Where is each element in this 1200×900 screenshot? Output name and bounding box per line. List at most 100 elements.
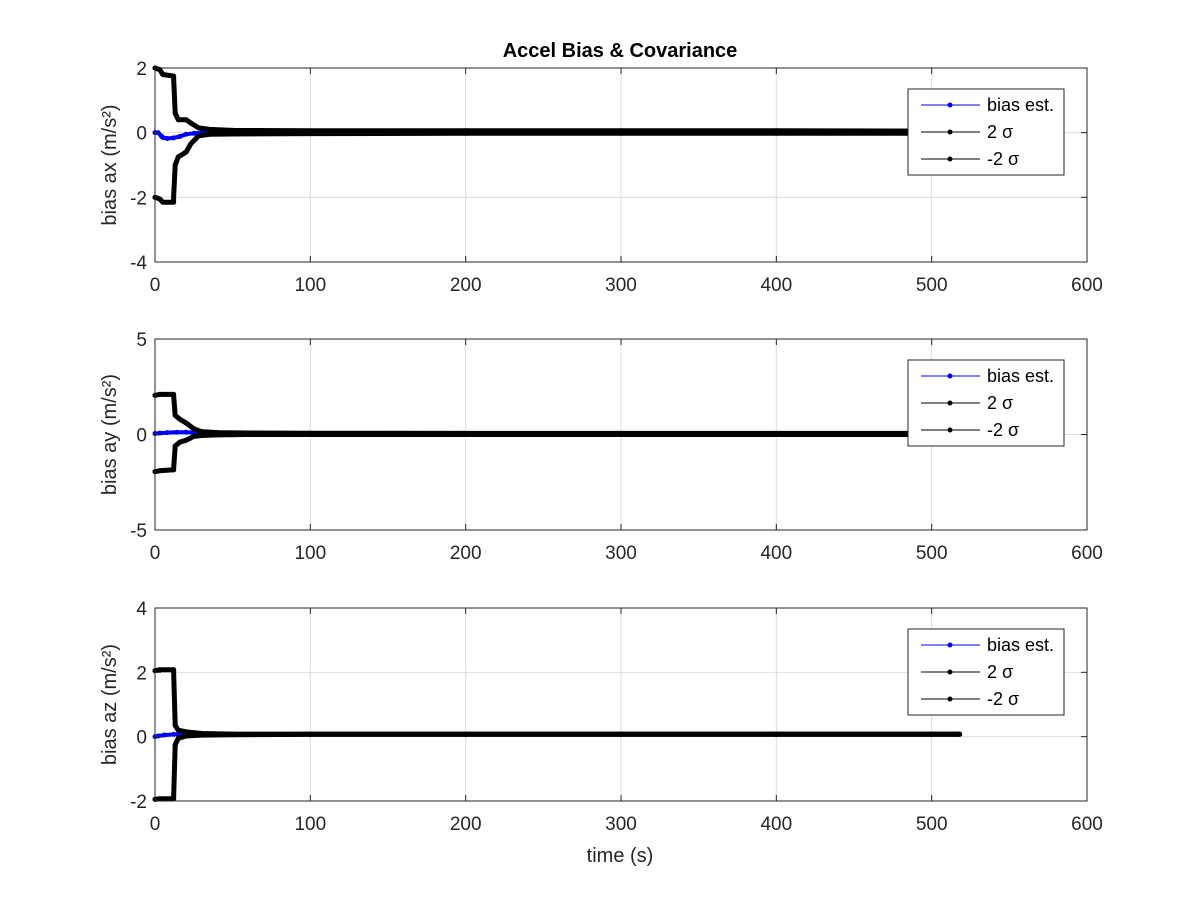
legend-label: -2 σ (987, 420, 1019, 440)
x-tick-label: 100 (294, 814, 326, 835)
x-tick-label: 200 (450, 275, 482, 296)
x-tick-label: 0 (150, 275, 161, 296)
data-point (206, 131, 212, 137)
legend-label: -2 σ (987, 149, 1019, 169)
data-point (957, 731, 963, 737)
data-point (618, 432, 624, 437)
x-tick-label: 400 (760, 543, 792, 564)
data-point (773, 731, 779, 737)
data-point (199, 732, 205, 738)
x-tick-label: 100 (294, 543, 326, 564)
data-point (463, 130, 469, 136)
data-point (157, 796, 163, 802)
y-tick-label: 4 (136, 599, 147, 620)
data-point (172, 742, 178, 748)
data-point (195, 125, 201, 131)
legend-label: bias est. (987, 95, 1054, 115)
data-point (161, 732, 167, 738)
data-point (773, 130, 779, 136)
x-tick-label: 500 (916, 814, 948, 835)
data-point (171, 668, 177, 674)
legend-marker (947, 642, 953, 648)
y-tick-label: 0 (136, 124, 147, 145)
data-point (618, 731, 624, 737)
data-point (188, 120, 194, 126)
data-point (183, 437, 189, 443)
data-point (160, 135, 166, 141)
x-tick-label: 200 (450, 814, 482, 835)
data-point (171, 466, 177, 472)
data-point (191, 130, 197, 136)
data-point (307, 432, 313, 437)
y-tick-label: 0 (136, 426, 147, 447)
data-point (157, 468, 163, 474)
data-point (171, 199, 177, 205)
data-point (195, 133, 201, 139)
data-point (171, 194, 177, 200)
data-point (463, 731, 469, 737)
y-axis-label: bias az (m/s²) (99, 644, 121, 765)
x-tick-label: 500 (916, 275, 948, 296)
data-point (174, 429, 180, 435)
legend-label: bias est. (987, 635, 1054, 655)
data-point (157, 391, 163, 397)
data-point (230, 732, 236, 738)
y-tick-label: -5 (130, 521, 147, 542)
legend: bias est. 2 σ -2 σ (907, 359, 1065, 447)
legend-marker (947, 156, 953, 162)
data-point (183, 131, 189, 137)
data-point (177, 416, 183, 422)
legend: bias est. 2 σ -2 σ (907, 88, 1065, 176)
data-point (172, 110, 178, 116)
y-tick-label: 5 (136, 330, 147, 351)
data-point (463, 432, 469, 437)
x-tick-label: 300 (605, 275, 637, 296)
data-point (191, 426, 197, 432)
legend-marker (947, 696, 953, 702)
y-axis-label: bias ax (m/s²) (99, 104, 121, 225)
data-point (183, 429, 189, 435)
data-point (230, 131, 236, 137)
x-tick-label: 600 (1071, 543, 1103, 564)
legend-marker (947, 669, 953, 675)
x-tick-label: 0 (150, 814, 161, 835)
data-point (183, 729, 189, 735)
data-point (164, 430, 170, 436)
data-point (183, 117, 189, 123)
legend-marker (947, 400, 953, 406)
legend-label: -2 σ (987, 689, 1019, 709)
x-tick-label: 100 (294, 275, 326, 296)
data-point (206, 126, 212, 132)
data-point (183, 733, 189, 739)
x-tick-label: 300 (605, 814, 637, 835)
data-point (929, 731, 935, 737)
legend-marker (947, 373, 953, 379)
data-point (172, 412, 178, 418)
legend-label: bias est. (987, 366, 1054, 386)
y-tick-label: 0 (136, 728, 147, 749)
data-point (307, 731, 313, 737)
legend-marker (947, 102, 953, 108)
plot-panel-1: 0 100 200 300 400 500 600 -4 -2 0 2 bias ax (m/s²) b… (99, 59, 1103, 296)
x-tick-label: 600 (1071, 275, 1103, 296)
data-point (171, 75, 177, 81)
data-point (164, 135, 170, 141)
data-point (175, 735, 181, 741)
data-point (773, 432, 779, 437)
legend-marker (947, 427, 953, 433)
data-point (171, 731, 177, 737)
x-tick-label: 600 (1071, 814, 1103, 835)
data-point (160, 71, 166, 77)
figure-title: Accel Bias & Covariance (503, 40, 738, 62)
legend-marker (947, 129, 953, 135)
data-point (172, 443, 178, 449)
data-point (307, 131, 313, 137)
data-point (188, 141, 194, 147)
x-tick-label: 500 (916, 543, 948, 564)
data-point (177, 439, 183, 445)
data-point (177, 134, 183, 140)
legend-label: 2 σ (987, 393, 1013, 413)
x-tick-label: 200 (450, 543, 482, 564)
data-point (199, 429, 205, 435)
